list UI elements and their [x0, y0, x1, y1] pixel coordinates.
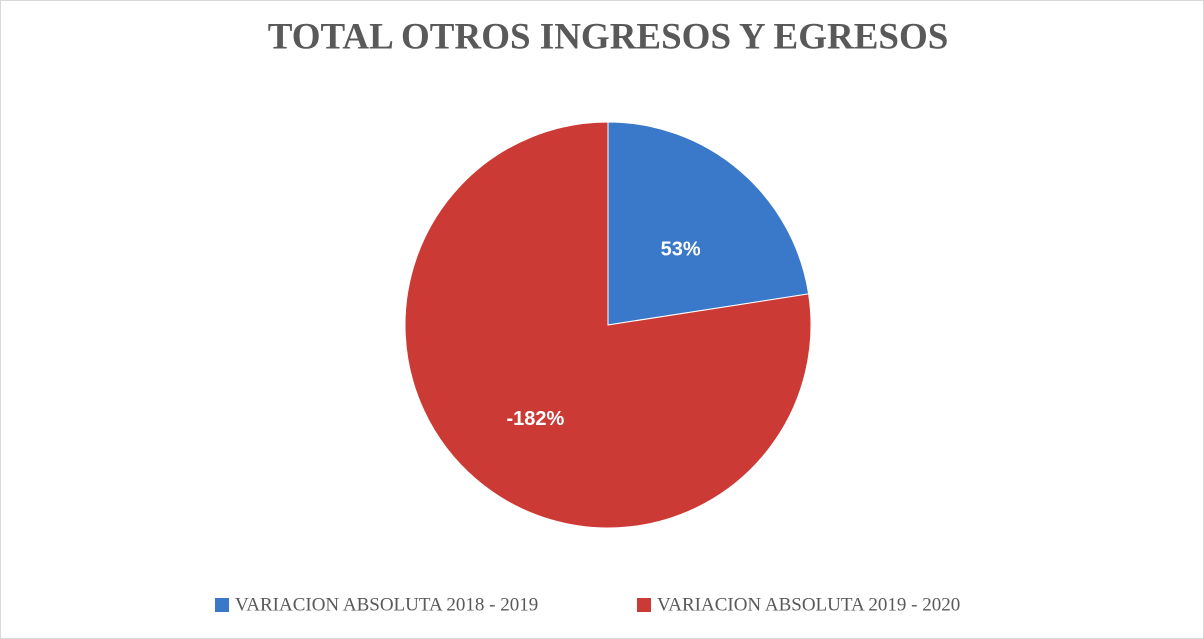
data-label: -182%	[506, 408, 564, 430]
data-label: 53%	[661, 239, 701, 261]
chart-title: TOTAL OTROS INGRESOS Y EGRESOS	[268, 16, 949, 57]
legend-label: VARIACION ABSOLUTA 2018 - 2019	[235, 594, 538, 615]
legend-label: VARIACION ABSOLUTA 2019 - 2020	[657, 594, 960, 615]
legend-swatch	[215, 598, 229, 612]
pie-slice	[607, 121, 810, 326]
pie-slice	[404, 121, 812, 529]
legend-swatch	[637, 598, 651, 612]
